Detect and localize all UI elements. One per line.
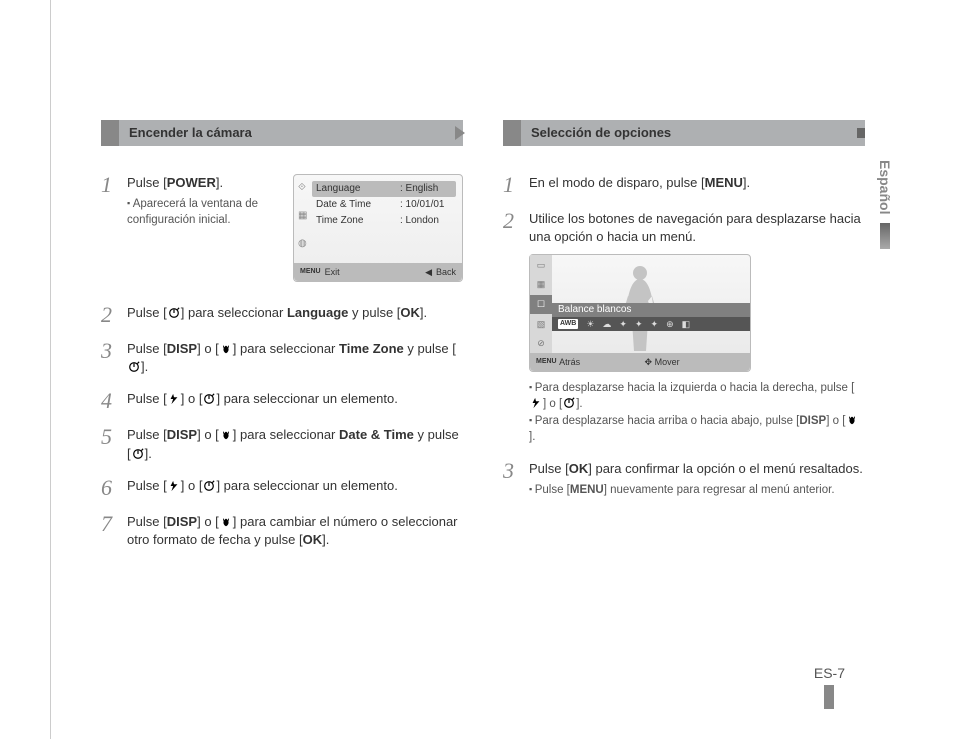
step-number: 3 [101, 340, 127, 376]
sub-note: Para desplazarse hacia arriba o hacia ab… [529, 413, 865, 446]
step-number: 2 [503, 210, 529, 446]
flash-icon [167, 480, 181, 494]
step-item: 7Pulse [DISP] o [] para cambiar el númer… [101, 513, 463, 549]
macro-flower-icon [219, 429, 233, 443]
right-header-text: Selección de opciones [531, 125, 671, 140]
self-timer-icon [131, 448, 145, 462]
macro-flower-icon [219, 343, 233, 357]
step-number: 7 [101, 513, 127, 549]
step-item: 1 ⟐▦◍ Language: EnglishDate & Time: 10/0… [101, 174, 463, 290]
step-item: 3Pulse [DISP] o [] para seleccionar Time… [101, 340, 463, 376]
tab-marker-icon [880, 223, 890, 249]
step-number: 2 [101, 304, 127, 326]
left-header-text: Encender la cámara [129, 125, 252, 140]
camera-lcd-options: ▭▦☐▧⊘ Balance blancos AWB☀☁✦✦✦⊕◧ MENU At… [529, 254, 751, 372]
step-item: 5Pulse [DISP] o [] para seleccionar Date… [101, 426, 463, 462]
sub-note: Pulse [MENU] nuevamente para regresar al… [529, 482, 865, 498]
language-label: Español [877, 160, 893, 214]
step-number: 4 [101, 390, 127, 412]
step-item: 1En el modo de disparo, pulse [MENU]. [503, 174, 865, 196]
right-column: Selección de opciones 1En el modo de dis… [503, 120, 865, 563]
step-item: 2Utilice los botones de navegación para … [503, 210, 865, 446]
page-marker-icon [824, 685, 834, 709]
step-number: 3 [503, 460, 529, 498]
step-number: 1 [101, 174, 127, 290]
flash-icon [167, 393, 181, 407]
step-item: 2Pulse [] para seleccionar Language y pu… [101, 304, 463, 326]
left-steps-list: 1 ⟐▦◍ Language: EnglishDate & Time: 10/0… [101, 174, 463, 549]
page-number: ES-7 [814, 665, 845, 709]
language-side-tab: Español [865, 160, 905, 249]
self-timer-icon [562, 397, 576, 413]
right-section-header: Selección de opciones [503, 120, 865, 146]
left-column: Encender la cámara 1 ⟐▦◍ Language: Engli… [101, 120, 463, 563]
continue-arrow-icon [455, 126, 465, 140]
self-timer-icon [202, 393, 216, 407]
step-number: 6 [101, 477, 127, 499]
right-steps-list: 1En el modo de disparo, pulse [MENU]. 2Ut… [503, 174, 865, 498]
step-number: 1 [503, 174, 529, 196]
camera-lcd-setup: ⟐▦◍ Language: EnglishDate & Time: 10/01/… [293, 174, 463, 282]
step-item: 6Pulse [] o [] para seleccionar un eleme… [101, 477, 463, 499]
self-timer-icon [167, 307, 181, 321]
left-section-header: Encender la cámara [101, 120, 463, 146]
macro-flower-icon [219, 516, 233, 530]
self-timer-icon [202, 480, 216, 494]
flash-icon [529, 397, 543, 413]
self-timer-icon [127, 361, 141, 375]
step-number: 5 [101, 426, 127, 462]
step-item: 4Pulse [] o [] para seleccionar un eleme… [101, 390, 463, 412]
sub-note: Para desplazarse hacia la izquierda o ha… [529, 380, 865, 413]
step-item: 3Pulse [OK] para confirmar la opción o e… [503, 460, 865, 498]
section-end-icon [857, 128, 865, 138]
macro-flower-icon [845, 414, 859, 430]
